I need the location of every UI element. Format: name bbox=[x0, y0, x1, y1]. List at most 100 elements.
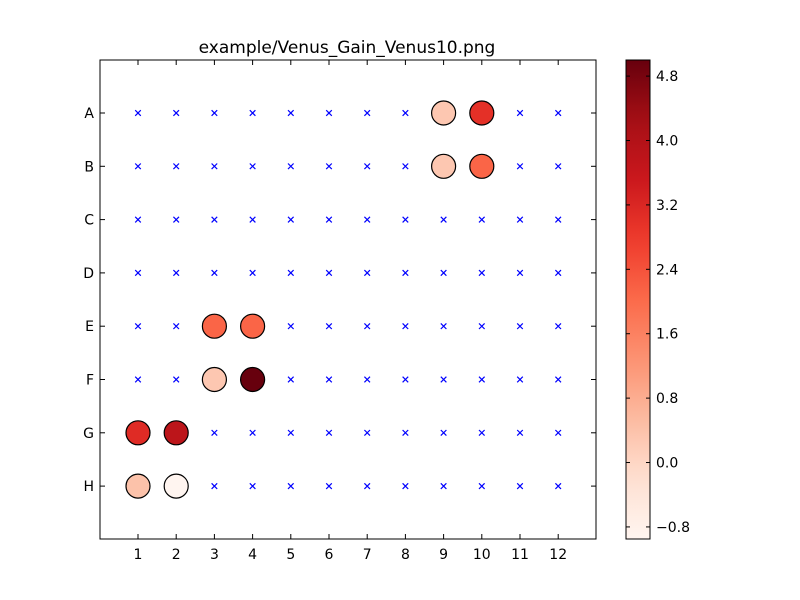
marker-stroke bbox=[249, 429, 256, 437]
empty-well-marker bbox=[478, 216, 486, 223]
marker-stroke bbox=[134, 269, 142, 277]
data-point bbox=[125, 473, 151, 499]
marker-stroke bbox=[325, 163, 333, 170]
marker-stroke bbox=[325, 109, 333, 117]
empty-well-marker bbox=[325, 429, 333, 437]
marker-stroke bbox=[211, 109, 218, 117]
empty-well-marker bbox=[554, 322, 562, 330]
empty-well-marker bbox=[402, 322, 409, 330]
marker-stroke bbox=[440, 216, 447, 223]
marker-stroke bbox=[325, 482, 333, 490]
marker-stroke bbox=[134, 163, 142, 170]
chart-title: example/Venus_Gain_Venus10.png bbox=[199, 38, 496, 58]
marker-stroke bbox=[516, 269, 524, 277]
marker-stroke bbox=[440, 322, 447, 330]
marker-stroke bbox=[478, 376, 486, 383]
marker-stroke bbox=[554, 322, 562, 330]
empty-well-marker bbox=[211, 109, 218, 117]
marker-stroke bbox=[172, 269, 180, 277]
marker-stroke bbox=[134, 376, 142, 383]
marker-stroke bbox=[554, 376, 562, 383]
empty-well-marker bbox=[249, 269, 256, 277]
empty-well-marker bbox=[211, 429, 218, 437]
empty-well-marker bbox=[287, 269, 295, 277]
empty-well-marker bbox=[554, 163, 562, 170]
plot-frame bbox=[99, 59, 597, 540]
marker-stroke bbox=[554, 163, 562, 170]
empty-well-marker bbox=[172, 163, 180, 170]
data-point bbox=[469, 100, 495, 126]
data-point bbox=[431, 153, 457, 179]
empty-well-marker bbox=[478, 482, 486, 490]
x-tick-label: 12 bbox=[549, 547, 567, 563]
empty-well-marker bbox=[363, 482, 371, 490]
marker-stroke bbox=[363, 482, 371, 490]
marker-stroke bbox=[363, 429, 371, 437]
colorbar-tick-label: −0.8 bbox=[656, 520, 690, 536]
marker-stroke bbox=[554, 429, 562, 437]
marker-stroke bbox=[516, 429, 524, 437]
y-tick-label: E bbox=[85, 319, 94, 335]
empty-well-marker bbox=[440, 429, 447, 437]
data-point bbox=[201, 366, 227, 393]
x-tick-label: 9 bbox=[439, 547, 448, 563]
data-point bbox=[163, 420, 189, 446]
marker-stroke bbox=[249, 269, 256, 277]
marker-stroke bbox=[325, 376, 333, 383]
empty-well-marker bbox=[134, 216, 142, 223]
marker-stroke bbox=[249, 482, 256, 490]
empty-well-marker bbox=[287, 376, 295, 383]
colorbar: −0.8 0.0 0.8 1.6 2.4 3.2 4.0 4.8 bbox=[625, 59, 690, 540]
marker-stroke bbox=[287, 322, 295, 330]
empty-well-marker bbox=[363, 376, 371, 383]
empty-well-marker bbox=[478, 269, 486, 277]
marker-stroke bbox=[172, 376, 180, 383]
empty-well-marker bbox=[172, 216, 180, 223]
empty-well-marker bbox=[402, 216, 409, 223]
colorbar-tick-label: 1.6 bbox=[656, 327, 678, 343]
empty-well-marker bbox=[287, 482, 295, 490]
colorbar-tick-label: 0.0 bbox=[656, 456, 678, 472]
empty-well-marker bbox=[516, 269, 524, 277]
empty-well-marker bbox=[402, 482, 409, 490]
empty-well-marker bbox=[402, 163, 409, 170]
marker-stroke bbox=[249, 163, 256, 170]
empty-well-marker bbox=[325, 216, 333, 223]
marker-stroke bbox=[249, 216, 256, 223]
empty-well-marker bbox=[134, 376, 142, 383]
empty-well-marker bbox=[325, 322, 333, 330]
marker-stroke bbox=[402, 216, 409, 223]
marker-stroke bbox=[172, 163, 180, 170]
empty-well-marker bbox=[363, 216, 371, 223]
marker-stroke bbox=[211, 429, 218, 437]
marker-stroke bbox=[172, 322, 180, 330]
empty-well-marker bbox=[440, 216, 447, 223]
marker-stroke bbox=[134, 109, 142, 117]
marker-stroke bbox=[287, 429, 295, 437]
marker-stroke bbox=[402, 376, 409, 383]
empty-well-marker bbox=[402, 429, 409, 437]
empty-well-marker bbox=[172, 376, 180, 383]
empty-well-marker bbox=[172, 269, 180, 277]
empty-well-marker bbox=[325, 376, 333, 383]
empty-well-marker bbox=[249, 109, 256, 117]
empty-well-marker bbox=[211, 216, 218, 223]
empty-well-marker bbox=[478, 376, 486, 383]
marker-stroke bbox=[516, 482, 524, 490]
marker-stroke bbox=[402, 109, 409, 117]
marker-stroke bbox=[516, 163, 524, 170]
marker-stroke bbox=[516, 322, 524, 330]
data-point bbox=[201, 313, 227, 339]
marker-stroke bbox=[363, 109, 371, 117]
marker-stroke bbox=[363, 269, 371, 277]
empty-well-marker bbox=[287, 163, 295, 170]
data-point bbox=[240, 366, 266, 393]
data-point bbox=[125, 420, 151, 446]
marker-stroke bbox=[134, 216, 142, 223]
empty-well-marker bbox=[440, 322, 447, 330]
y-tick-label: A bbox=[84, 106, 94, 122]
marker-stroke bbox=[325, 269, 333, 277]
marker-stroke bbox=[287, 216, 295, 223]
